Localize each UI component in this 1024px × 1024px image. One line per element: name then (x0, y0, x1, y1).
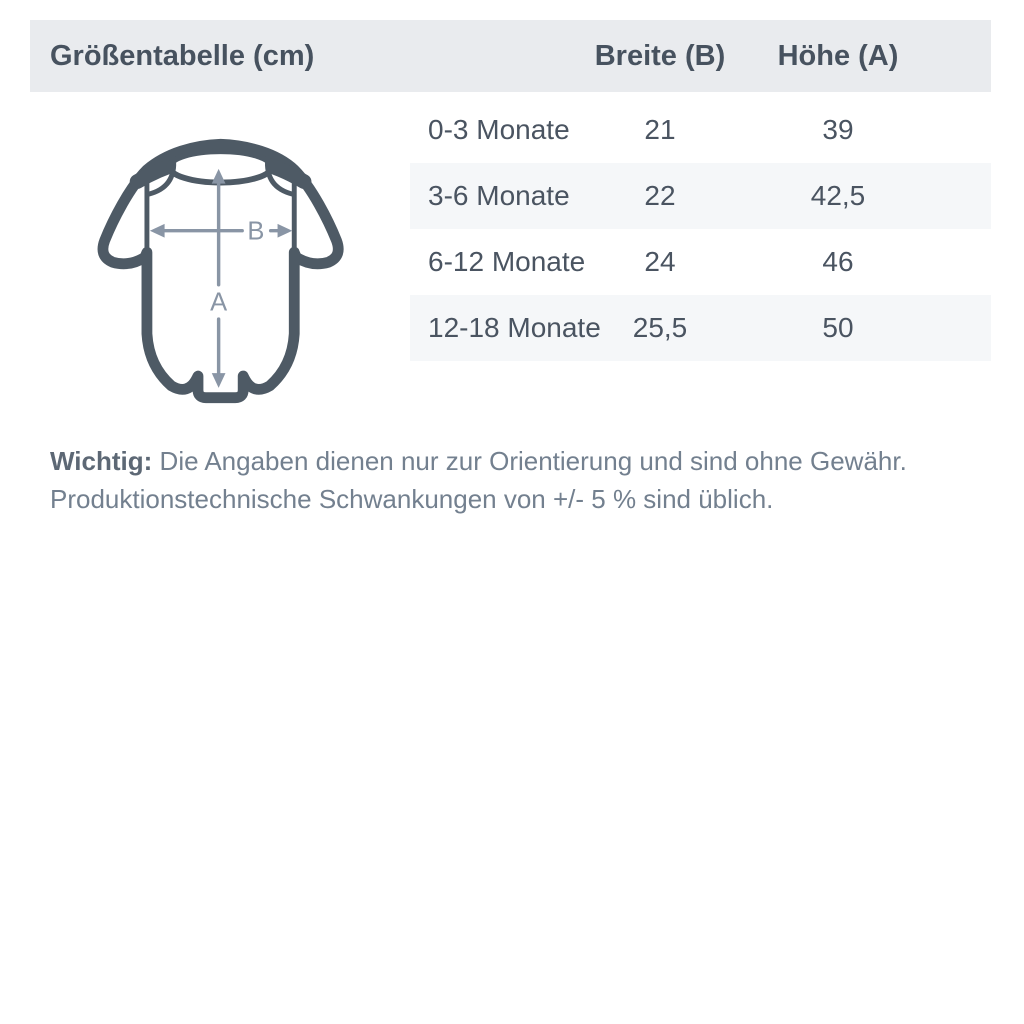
size-table: 0-3 Monate 21 39 3-6 Monate 22 42,5 6-12… (410, 97, 991, 361)
width-value: 24 (644, 246, 676, 277)
table-row: 12-18 Monate 25,5 50 (410, 295, 991, 361)
height-value: 50 (822, 312, 854, 343)
table-row: 6-12 Monate 24 46 (410, 229, 991, 295)
height-label: A (210, 288, 227, 316)
height-arrowhead-up (211, 168, 226, 184)
bodysuit-outline (97, 138, 344, 404)
table-row: 3-6 Monate 22 42,5 (410, 163, 991, 229)
width-value: 21 (644, 114, 676, 145)
table-row: 0-3 Monate 21 39 (410, 97, 991, 163)
disclaimer-note-line2: Produktionstechnische Schwankungen von +… (50, 484, 774, 514)
height-value: 46 (822, 246, 854, 277)
column-header-height: Höhe (A) (777, 40, 899, 72)
size-label: 12-18 Monate (428, 312, 601, 343)
disclaimer-note-emphasis: Wichtig: (50, 446, 153, 476)
height-value: 39 (822, 114, 854, 145)
lap-shoulder-left (145, 155, 177, 197)
page-title: Größentabelle (cm) (50, 40, 315, 72)
width-value: 25,5 (632, 312, 688, 343)
table-header-bar: Größentabelle (cm) Breite (B) Höhe (A) (30, 20, 991, 92)
height-arrowhead-down (211, 373, 226, 388)
size-label: 0-3 Monate (428, 114, 570, 145)
disclaimer-note: Wichtig: Die Angaben dienen nur zur Orie… (50, 442, 980, 518)
width-value: 22 (644, 180, 676, 211)
width-arrowhead-left (149, 223, 165, 238)
height-value: 42,5 (810, 180, 866, 211)
onesie-measurement-diagram: B A (88, 130, 363, 410)
width-label: B (247, 218, 264, 246)
size-label: 3-6 Monate (428, 180, 570, 211)
column-header-width: Breite (B) (594, 40, 726, 72)
baby-bodysuit-icon: B A (97, 138, 344, 404)
disclaimer-note-line1: Die Angaben dienen nur zur Orientierung … (152, 446, 907, 476)
width-arrowhead-right (277, 223, 293, 238)
size-label: 6-12 Monate (428, 246, 586, 277)
lap-shoulder-right (265, 155, 296, 197)
